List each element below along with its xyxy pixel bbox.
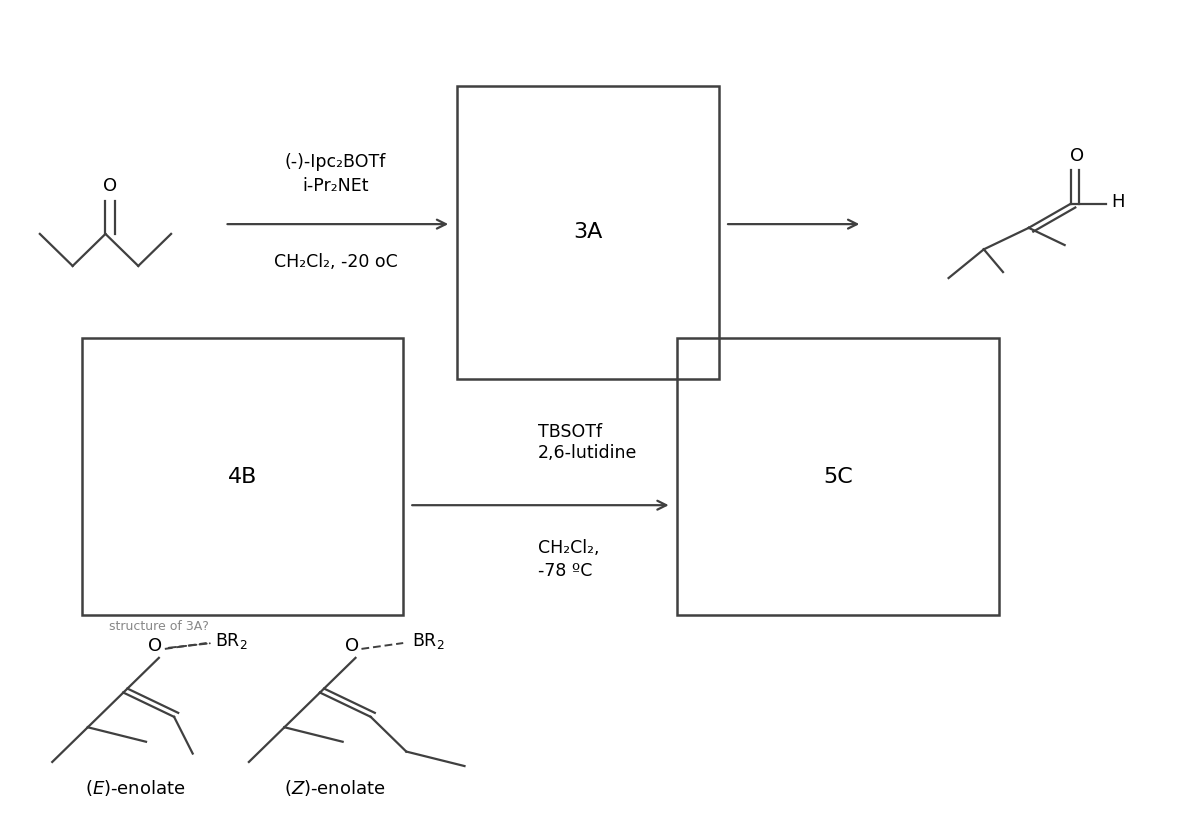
Text: ($\it{Z}$)-enolate: ($\it{Z}$)-enolate: [284, 779, 385, 798]
Text: CH₂Cl₂, -20 oC: CH₂Cl₂, -20 oC: [274, 253, 397, 271]
Text: BR$_2$: BR$_2$: [412, 631, 444, 651]
Text: 3A: 3A: [574, 222, 602, 242]
Text: 4B: 4B: [228, 467, 257, 486]
Text: O: O: [103, 177, 118, 195]
Text: TBSOTf: TBSOTf: [538, 423, 602, 441]
Bar: [82, 338, 403, 615]
Text: structure of 3A?: structure of 3A?: [109, 620, 209, 633]
Text: O: O: [1069, 147, 1084, 165]
Text: BR$_2$: BR$_2$: [215, 631, 247, 651]
Text: ($\it{E}$)-enolate: ($\it{E}$)-enolate: [85, 779, 186, 798]
Text: CH₂Cl₂,: CH₂Cl₂,: [538, 539, 600, 557]
Text: 2,6-lutidine: 2,6-lutidine: [538, 444, 637, 462]
Text: 5C: 5C: [823, 467, 853, 486]
Bar: [457, 86, 719, 379]
Text: i-Pr₂NEt: i-Pr₂NEt: [302, 177, 368, 195]
Text: (-)-Ipc₂BOTf: (-)-Ipc₂BOTf: [284, 153, 386, 171]
Text: -78 ºC: -78 ºC: [538, 562, 593, 580]
Text: H: H: [1111, 193, 1124, 212]
Bar: [678, 338, 1000, 615]
Text: O: O: [344, 638, 359, 655]
Text: O: O: [149, 638, 162, 655]
